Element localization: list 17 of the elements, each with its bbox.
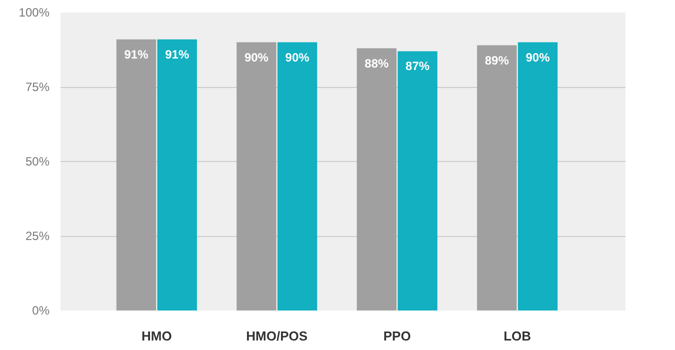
data-label: 89%: [484, 53, 510, 68]
x-tick-label: HMO/POS: [246, 328, 308, 344]
x-tick-label: HMO: [142, 328, 172, 344]
data-label: 91%: [165, 47, 190, 62]
x-tick-label: PPO: [383, 328, 411, 344]
x-tick-label: LOB: [504, 328, 532, 344]
data-label: 90%: [285, 50, 310, 64]
data-label: 91%: [124, 47, 149, 62]
data-label: 90%: [526, 50, 550, 64]
data-label: 90%: [244, 50, 269, 64]
y-tick-label: 50%: [25, 154, 50, 168]
y-tick-label: 25%: [25, 229, 50, 243]
y-tick-label: 100%: [18, 6, 50, 20]
y-tick-label: 0%: [32, 304, 50, 318]
y-tick-label: 75%: [25, 80, 50, 94]
data-label: 88%: [364, 56, 389, 70]
data-label: 87%: [406, 59, 430, 74]
